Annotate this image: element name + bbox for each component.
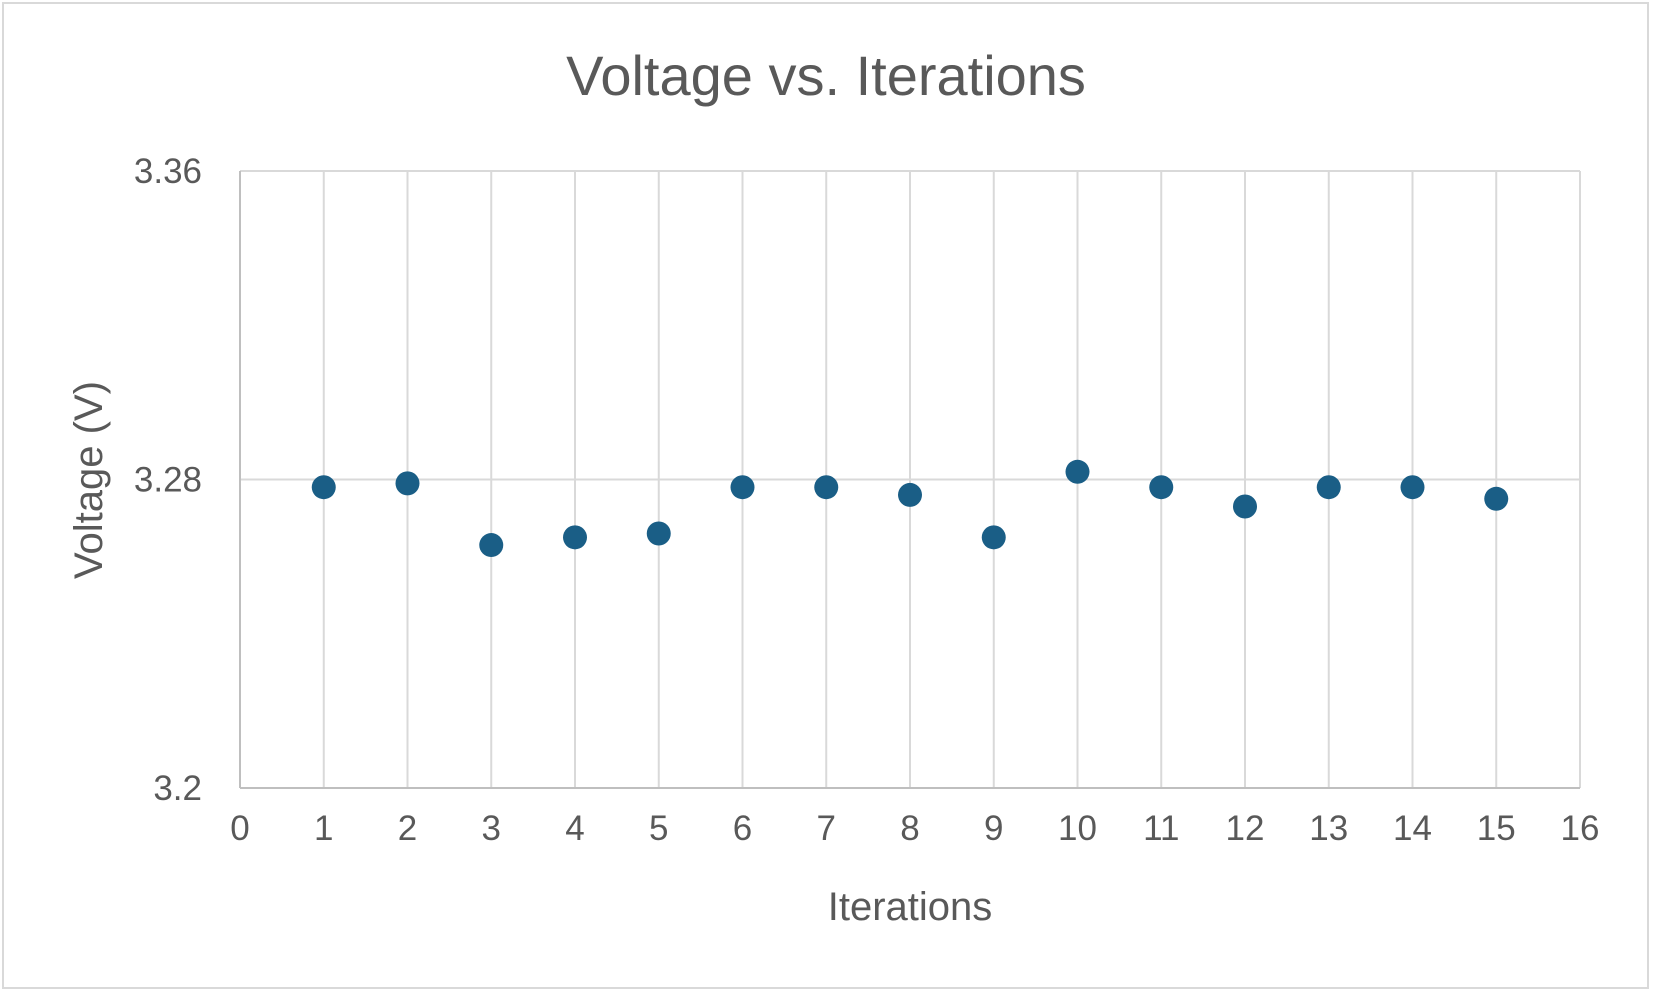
x-tick-label: 16 (1561, 809, 1600, 848)
gridlines (239, 170, 1581, 789)
data-point (395, 471, 420, 496)
data-point (479, 533, 504, 558)
x-tick-label: 14 (1393, 809, 1432, 848)
x-axis-title: Iterations (828, 885, 993, 929)
y-tick-label: 3.36 (134, 152, 202, 191)
y-tick-label: 3.28 (134, 461, 202, 500)
x-tick-label: 13 (1309, 809, 1348, 848)
data-points (311, 459, 1509, 558)
y-tick-labels: 3.2 3.28 3.36 (134, 152, 202, 808)
data-point (814, 475, 839, 500)
data-point (1065, 459, 1090, 484)
data-point (1316, 475, 1341, 500)
data-point (646, 521, 671, 546)
x-tick-label: 9 (984, 809, 1003, 848)
x-tick-label: 5 (649, 809, 668, 848)
x-tick-label: 11 (1143, 809, 1179, 848)
x-tick-label: 15 (1477, 809, 1516, 848)
x-tick-label: 1 (314, 809, 333, 848)
data-point (1233, 494, 1257, 519)
x-tick-label: 8 (900, 809, 919, 848)
y-tick-label: 3.2 (153, 769, 202, 808)
x-tick-label: 0 (230, 809, 249, 848)
data-point (1400, 475, 1425, 500)
data-point (563, 525, 587, 550)
data-point (730, 475, 755, 500)
data-point (1149, 475, 1174, 500)
axes (239, 171, 1580, 789)
chart-title: Voltage vs. Iterations (566, 44, 1086, 107)
data-point (898, 482, 922, 507)
y-axis-title: Voltage (V) (67, 381, 111, 579)
x-tick-label: 12 (1226, 809, 1265, 848)
x-tick-label: 3 (482, 809, 501, 848)
x-tick-label: 2 (398, 809, 417, 848)
data-point (311, 475, 336, 500)
data-point (1484, 486, 1509, 511)
x-tick-label: 10 (1058, 809, 1097, 848)
x-tick-label: 4 (565, 809, 584, 848)
x-tick-label: 6 (733, 809, 752, 848)
x-tick-label: 7 (817, 809, 836, 848)
data-point (981, 525, 1006, 550)
x-tick-labels: 0 1 2 3 4 5 6 7 8 9 10 11 12 13 14 15 16 (230, 809, 1599, 848)
